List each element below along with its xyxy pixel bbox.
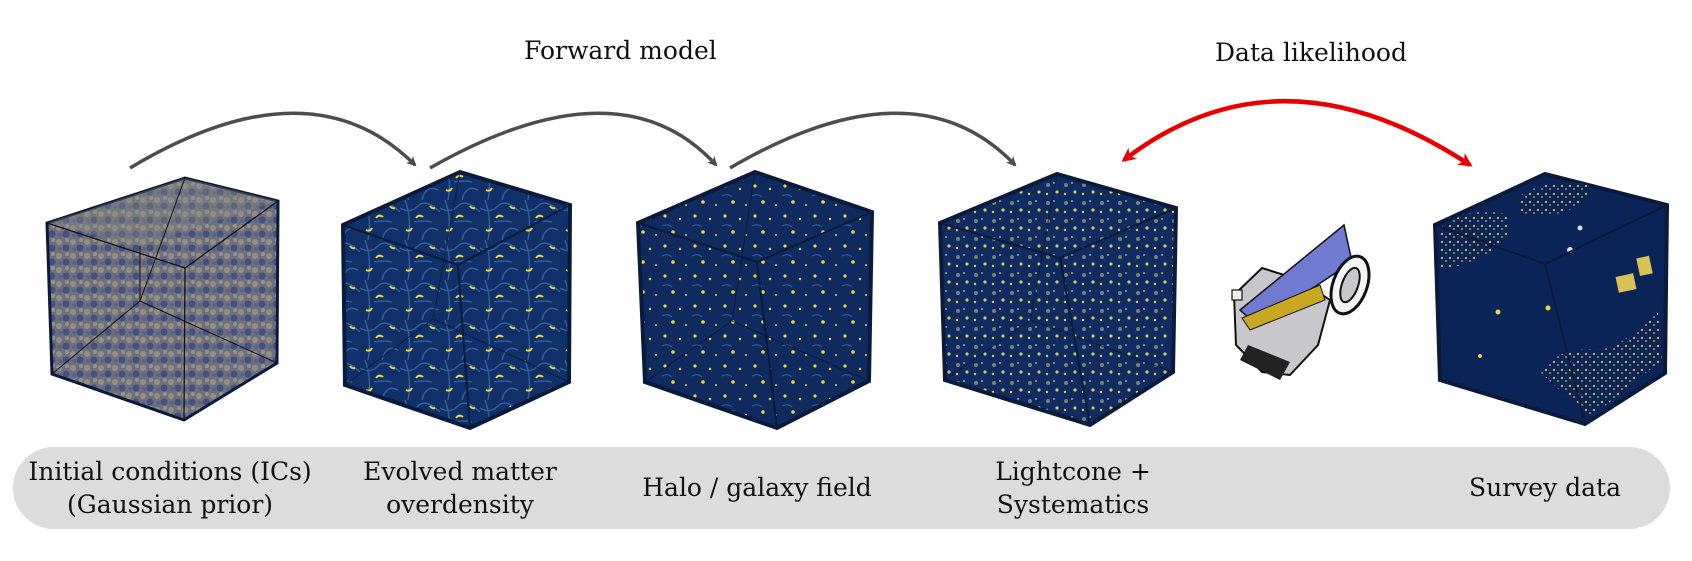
forward-model-heading: Forward model [524,36,717,65]
survey-cube [1432,171,1670,427]
stage-label-matter: Evolved matter overdensity [363,457,557,519]
forward-arrow-1 [129,111,417,170]
data-likelihood-heading: Data likelihood [1215,38,1407,67]
likelihood-arrow [1121,99,1473,167]
halo-cube [635,169,875,431]
matter-cube [340,169,573,431]
stage-label-bar: Initial conditions (ICs) (Gaussian prior)… [13,447,1670,529]
stage-label-halo: Halo / galaxy field [642,473,872,502]
telescope-icon [1231,223,1371,380]
ic-cube [45,176,280,422]
stage-label-survey: Survey data [1468,473,1622,502]
stage-label-lightcone: Lightcone + Systematics [995,457,1151,519]
forward-arrow-2 [429,111,718,170]
stage-label-ics: Initial conditions (ICs) (Gaussian prior) [28,457,312,519]
lightcone-cube [937,171,1179,428]
forward-arrow-3 [729,111,1017,170]
